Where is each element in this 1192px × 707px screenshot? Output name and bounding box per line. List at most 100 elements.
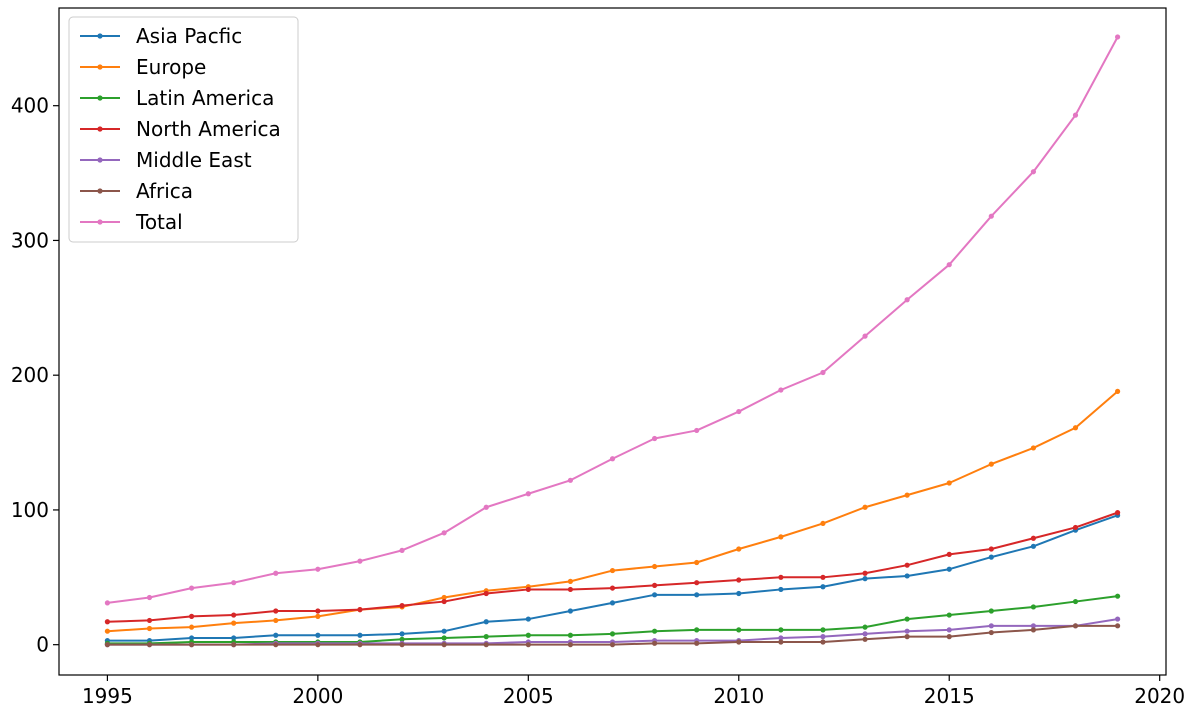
data-point <box>904 616 910 622</box>
x-tick-label: 1995 <box>82 684 133 707</box>
legend-item: North America <box>80 117 281 141</box>
data-point <box>651 592 658 598</box>
data-point <box>904 492 910 498</box>
legend-label: Total <box>135 210 183 234</box>
data-point <box>778 635 784 641</box>
series-3 <box>104 510 1121 625</box>
data-point <box>399 642 405 648</box>
legend-marker <box>97 64 103 70</box>
y-tick-label: 400 <box>11 94 49 118</box>
data-point <box>820 584 826 590</box>
series-1 <box>104 388 1121 634</box>
data-point <box>483 634 489 640</box>
data-point <box>988 554 994 560</box>
data-point <box>104 600 110 606</box>
data-point <box>273 570 279 576</box>
data-point <box>736 627 742 633</box>
data-point <box>441 594 447 601</box>
data-point <box>651 435 658 442</box>
data-point <box>146 642 153 648</box>
data-point <box>1072 598 1079 605</box>
data-point <box>567 477 574 483</box>
data-point <box>357 607 363 613</box>
legend-marker <box>97 33 103 39</box>
y-tick-label: 200 <box>11 363 49 387</box>
data-point <box>1030 169 1037 175</box>
data-point <box>609 585 616 591</box>
data-point <box>315 632 321 638</box>
data-point <box>862 636 868 642</box>
data-point <box>525 642 531 648</box>
data-point <box>988 546 994 552</box>
data-point <box>988 608 994 614</box>
data-point <box>441 635 447 641</box>
data-point <box>1115 388 1121 394</box>
legend-marker <box>97 157 103 163</box>
data-point <box>315 566 321 572</box>
data-point <box>483 590 489 597</box>
data-point <box>694 592 700 598</box>
data-point <box>736 639 742 645</box>
y-axis: 0 100 200 300 400 <box>11 94 59 657</box>
data-point <box>609 642 616 648</box>
y-tick-label: 100 <box>11 498 49 522</box>
data-point <box>273 642 279 648</box>
data-point <box>694 559 700 566</box>
data-point <box>904 297 910 303</box>
x-tick-label: 2010 <box>713 684 764 707</box>
legend-item: Middle East <box>80 148 252 172</box>
data-point <box>609 567 616 574</box>
data-point <box>1115 616 1121 622</box>
data-point <box>651 640 658 646</box>
legend-item: Total <box>80 210 183 234</box>
plot-frame <box>58 7 1167 676</box>
legend-marker <box>97 126 103 132</box>
data-point <box>146 625 153 632</box>
data-point <box>231 580 237 586</box>
data-point <box>1030 627 1037 633</box>
data-point <box>188 635 195 641</box>
data-point <box>1115 34 1121 40</box>
data-point <box>567 632 574 638</box>
y-tick-label: 300 <box>11 228 49 252</box>
legend-label: Africa <box>136 179 193 203</box>
data-point <box>736 408 742 415</box>
data-point <box>694 640 700 646</box>
legend-label: Middle East <box>136 148 252 172</box>
data-point <box>104 642 110 648</box>
data-point <box>441 642 447 648</box>
data-point <box>315 613 321 619</box>
data-point <box>694 580 700 586</box>
data-point <box>315 608 321 614</box>
data-point <box>904 562 910 568</box>
data-point <box>988 623 994 629</box>
data-point <box>399 636 405 642</box>
data-point <box>988 629 994 636</box>
data-point <box>483 642 489 648</box>
data-point <box>1115 593 1121 599</box>
data-point <box>820 574 826 580</box>
data-point <box>988 461 994 467</box>
data-point <box>694 427 700 434</box>
data-point <box>567 586 574 593</box>
data-point <box>357 642 363 648</box>
data-point <box>567 578 574 584</box>
data-point <box>273 617 279 624</box>
data-point <box>778 534 784 540</box>
data-point <box>1072 112 1079 118</box>
data-point <box>609 631 616 637</box>
data-point <box>1030 604 1037 610</box>
legend-marker <box>97 188 103 194</box>
data-point <box>904 573 910 579</box>
data-point <box>736 546 742 552</box>
data-point <box>946 262 952 268</box>
data-point <box>946 612 952 618</box>
data-point <box>1072 425 1079 431</box>
data-point <box>146 594 153 601</box>
data-point <box>1072 524 1079 531</box>
data-point <box>525 491 531 497</box>
data-point <box>273 608 279 614</box>
legend-item: Latin America <box>80 86 274 110</box>
data-point <box>946 551 952 558</box>
